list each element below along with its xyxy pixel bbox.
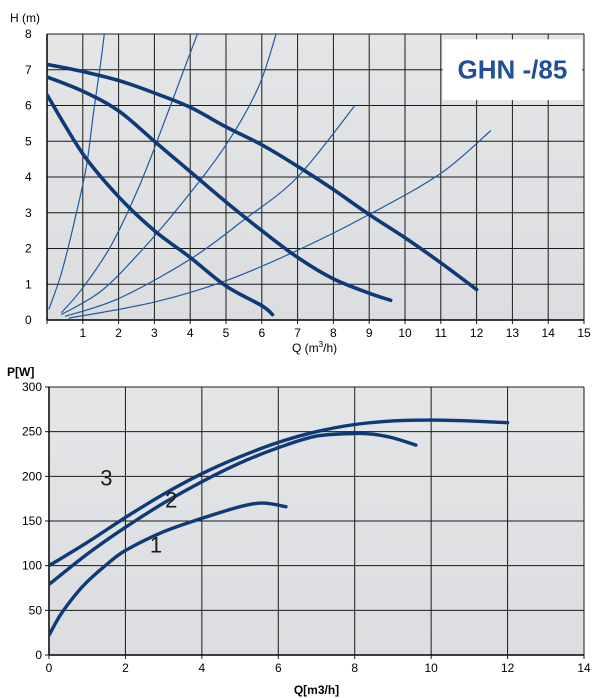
head-system-curve-3 (61, 34, 277, 316)
power-x-tick-label: 0 (46, 661, 53, 675)
head-title-box (442, 39, 583, 101)
head-x-tick-label: 11 (435, 326, 448, 340)
head-system-curve-2 (60, 34, 198, 314)
head-x-tick-label: 14 (542, 326, 556, 340)
head-y-tick-label: 1 (25, 277, 32, 291)
head-x-axis-label-tail: /h) (323, 341, 337, 355)
head-chart-title: GHN -/85 (457, 55, 567, 85)
head-x-tick-label: 12 (470, 326, 484, 340)
head-x-axis-label-sup: 3 (319, 340, 324, 349)
power-y-tick-label: 0 (35, 648, 42, 662)
power-y-tick-label: 250 (22, 425, 42, 439)
power-chart: 0 2 4 6 8 10 12 14050100150200250300P[W]Q[m3/h]… (7, 365, 591, 697)
head-pump-curve-1 (47, 93, 275, 317)
power-x-axis-label: Q[m3/h] (294, 683, 339, 697)
power-x-tick-label: 6 (275, 661, 282, 675)
power-y-tick-label: 300 (22, 380, 42, 394)
head-system-curve-4 (64, 105, 356, 317)
head-y-tick-label: 5 (25, 134, 32, 148)
head-x-axis-label-main: Q (m (292, 341, 319, 355)
head-x-tick-label: 8 (330, 326, 337, 340)
power-y-tick-label: 50 (29, 603, 43, 617)
head-system-curve-1 (48, 34, 105, 310)
power-curves (49, 418, 510, 637)
power-x-tick-label: 8 (351, 661, 358, 675)
head-y-tick-label: 4 (25, 170, 32, 184)
power-x-tick-label: 14 (577, 661, 591, 675)
head-x-tick-label: 15 (577, 326, 591, 340)
power-x-tick-label: 10 (424, 661, 438, 675)
head-pump-curve-3 (47, 62, 479, 292)
head-x-tick-label: 13 (506, 326, 520, 340)
head-x-tick-label: 6 (258, 326, 265, 340)
head-x-tick-label: 10 (398, 326, 412, 340)
head-y-tick-label: 0 (25, 313, 32, 327)
power-curve-label-2: 2 (165, 488, 177, 513)
power-curve-1 (49, 501, 288, 637)
head-y-axis-label: H (m) (10, 11, 40, 25)
power-curve-3 (49, 418, 510, 568)
head-pump-curve-2 (47, 75, 393, 303)
head-x-tick-label: 5 (223, 326, 230, 340)
power-y-tick-label: 150 (22, 514, 42, 528)
head-x-tick-label: 9 (366, 326, 373, 340)
head-y-tick-label: 6 (25, 99, 32, 113)
head-y-tick-label: 7 (25, 63, 32, 77)
power-curve-2 (49, 431, 418, 587)
head-x-tick-label: 2 (115, 326, 122, 340)
head-x-tick-label: 3 (151, 326, 158, 340)
head-y-tick-label: 3 (25, 206, 32, 220)
power-y-tick-label: 200 (22, 469, 42, 483)
head-x-axis-label: Q (m3/h) (292, 340, 337, 355)
power-curve-label-1: 1 (150, 532, 162, 557)
head-x-tick-label: 1 (79, 326, 86, 340)
head-x-tick-label: 4 (187, 326, 194, 340)
head-x-tick-label: 7 (294, 326, 301, 340)
power-curve-label-3: 3 (100, 465, 112, 490)
power-y-axis-label: P[W] (7, 365, 34, 379)
power-y-tick-label: 100 (22, 559, 42, 573)
head-system-curve-5 (68, 130, 492, 319)
power-x-tick-label: 2 (122, 661, 129, 675)
head-y-tick-label: 8 (25, 27, 32, 41)
head-curves (47, 34, 492, 319)
head-y-tick-label: 2 (25, 242, 32, 256)
power-x-tick-label: 4 (199, 661, 206, 675)
power-x-tick-label: 12 (501, 661, 515, 675)
